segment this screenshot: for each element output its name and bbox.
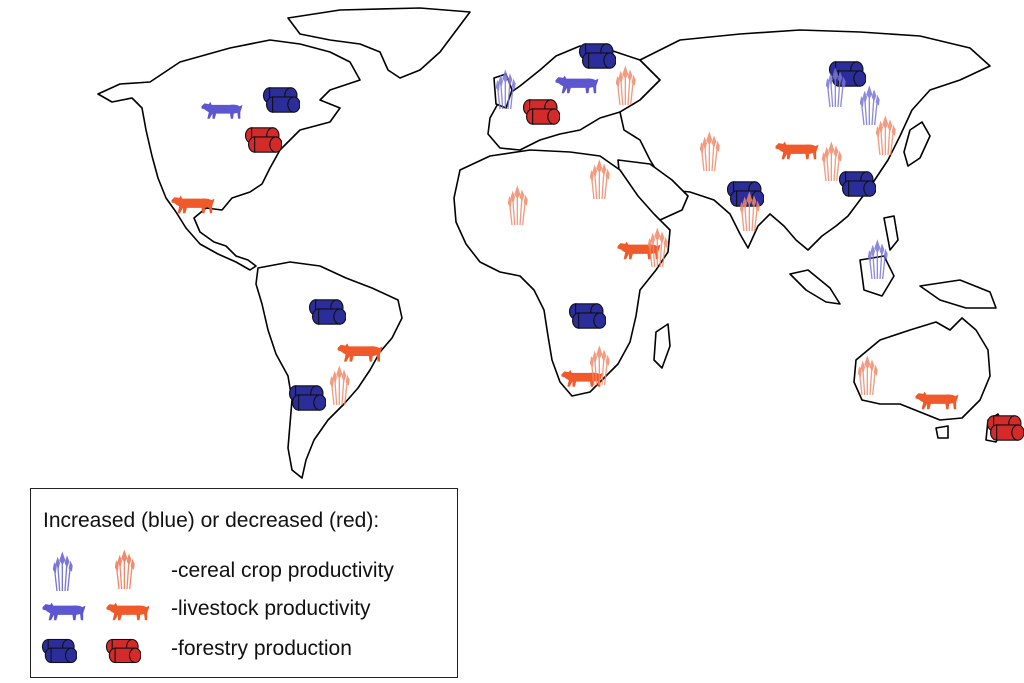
africa (453, 149, 671, 397)
japan (903, 121, 931, 167)
legend-cow-decrease-icon (106, 602, 150, 621)
legend-cow-increase-icon (42, 602, 86, 621)
log-decrease-icon (522, 99, 560, 125)
log-increase-icon (568, 303, 606, 329)
madagascar (653, 323, 671, 369)
log-decrease-icon (244, 127, 282, 153)
greenland (287, 7, 471, 79)
philippines (883, 215, 899, 251)
legend-log-increase-icon (41, 638, 77, 664)
log-decrease-icon (986, 415, 1024, 441)
legend-cereal-increase-icon (53, 551, 73, 591)
north-america (97, 39, 361, 271)
new-guinea (919, 279, 997, 309)
legend-cereal-decrease-icon (115, 549, 135, 589)
log-increase-icon (578, 43, 616, 69)
legend-livestock-label: -livestock productivity (171, 597, 371, 620)
log-increase-icon (838, 171, 876, 197)
log-increase-icon (308, 299, 346, 325)
legend-log-decrease-icon (105, 638, 141, 664)
log-increase-icon (262, 87, 300, 113)
continents (97, 7, 1005, 479)
legend-forestry-label: -forestry production (171, 637, 352, 660)
legend: Increased (blue) or decreased (red): -ce… (30, 488, 458, 678)
legend-title: Increased (blue) or decreased (red): (43, 509, 380, 532)
sumatra (789, 269, 841, 305)
australia (853, 317, 991, 421)
south-america (255, 261, 403, 479)
log-increase-icon (288, 385, 326, 411)
legend-cereal-label: -cereal crop productivity (171, 559, 394, 582)
asia (619, 29, 991, 251)
tasmania (935, 425, 949, 439)
